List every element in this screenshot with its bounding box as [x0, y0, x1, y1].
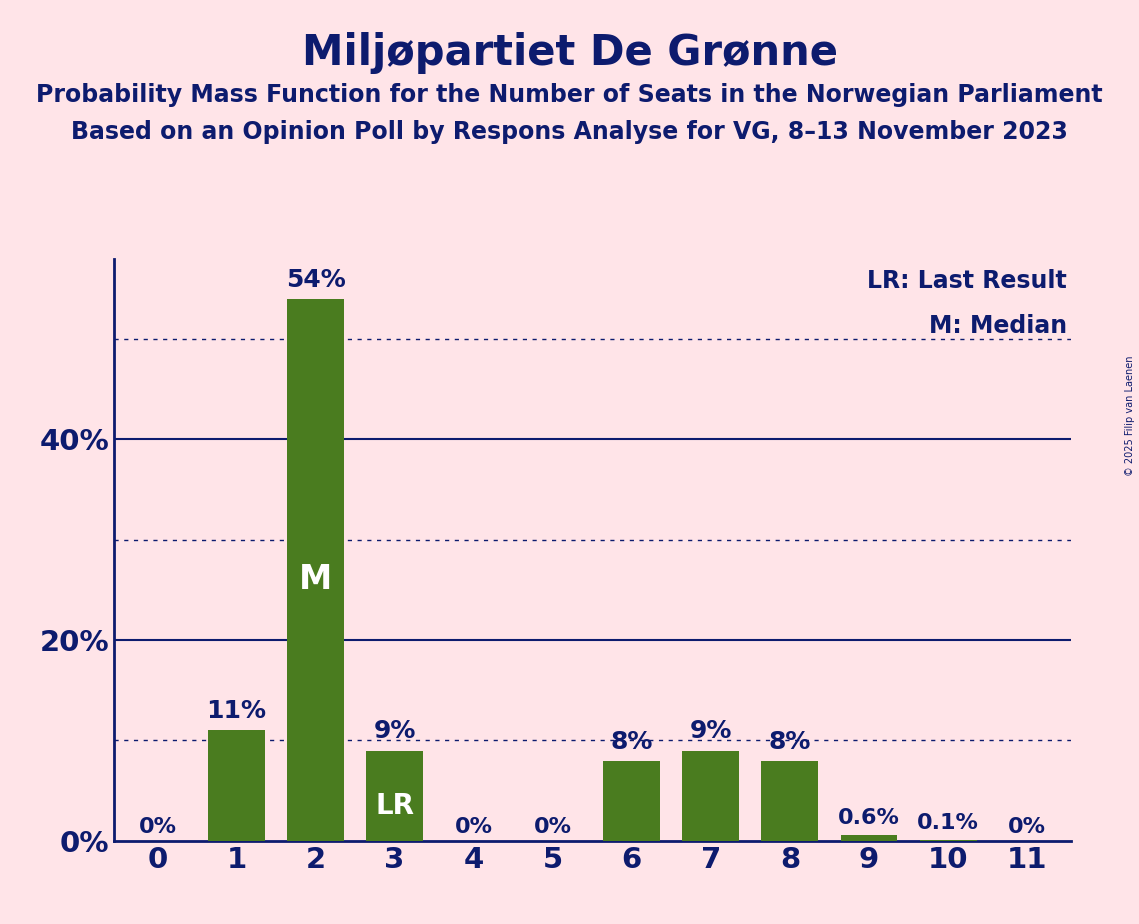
Text: M: Median: M: Median: [928, 314, 1067, 338]
Text: 0%: 0%: [139, 817, 177, 837]
Bar: [762, 760, 819, 841]
Text: 0%: 0%: [1008, 817, 1046, 837]
Text: 54%: 54%: [286, 268, 345, 292]
Bar: [919, 840, 976, 841]
Text: 8%: 8%: [769, 730, 811, 754]
Text: 11%: 11%: [206, 699, 267, 723]
Text: LR: LR: [375, 792, 415, 820]
Text: 8%: 8%: [611, 730, 653, 754]
Text: Miljøpartiet De Grønne: Miljøpartiet De Grønne: [302, 32, 837, 74]
Text: Based on an Opinion Poll by Respons Analyse for VG, 8–13 November 2023: Based on an Opinion Poll by Respons Anal…: [71, 120, 1068, 144]
Bar: [841, 834, 898, 841]
Text: 9%: 9%: [690, 720, 732, 744]
Text: M: M: [298, 564, 333, 596]
Text: Probability Mass Function for the Number of Seats in the Norwegian Parliament: Probability Mass Function for the Number…: [36, 83, 1103, 107]
Bar: [366, 750, 423, 841]
Text: 0.6%: 0.6%: [838, 808, 900, 828]
Bar: [682, 750, 739, 841]
Text: 0%: 0%: [534, 817, 572, 837]
Bar: [208, 731, 265, 841]
Text: 0.1%: 0.1%: [917, 813, 980, 833]
Bar: [604, 760, 661, 841]
Text: 9%: 9%: [374, 720, 416, 744]
Text: © 2025 Filip van Laenen: © 2025 Filip van Laenen: [1125, 356, 1134, 476]
Text: LR: Last Result: LR: Last Result: [867, 269, 1067, 293]
Bar: [287, 298, 344, 841]
Text: 0%: 0%: [454, 817, 493, 837]
